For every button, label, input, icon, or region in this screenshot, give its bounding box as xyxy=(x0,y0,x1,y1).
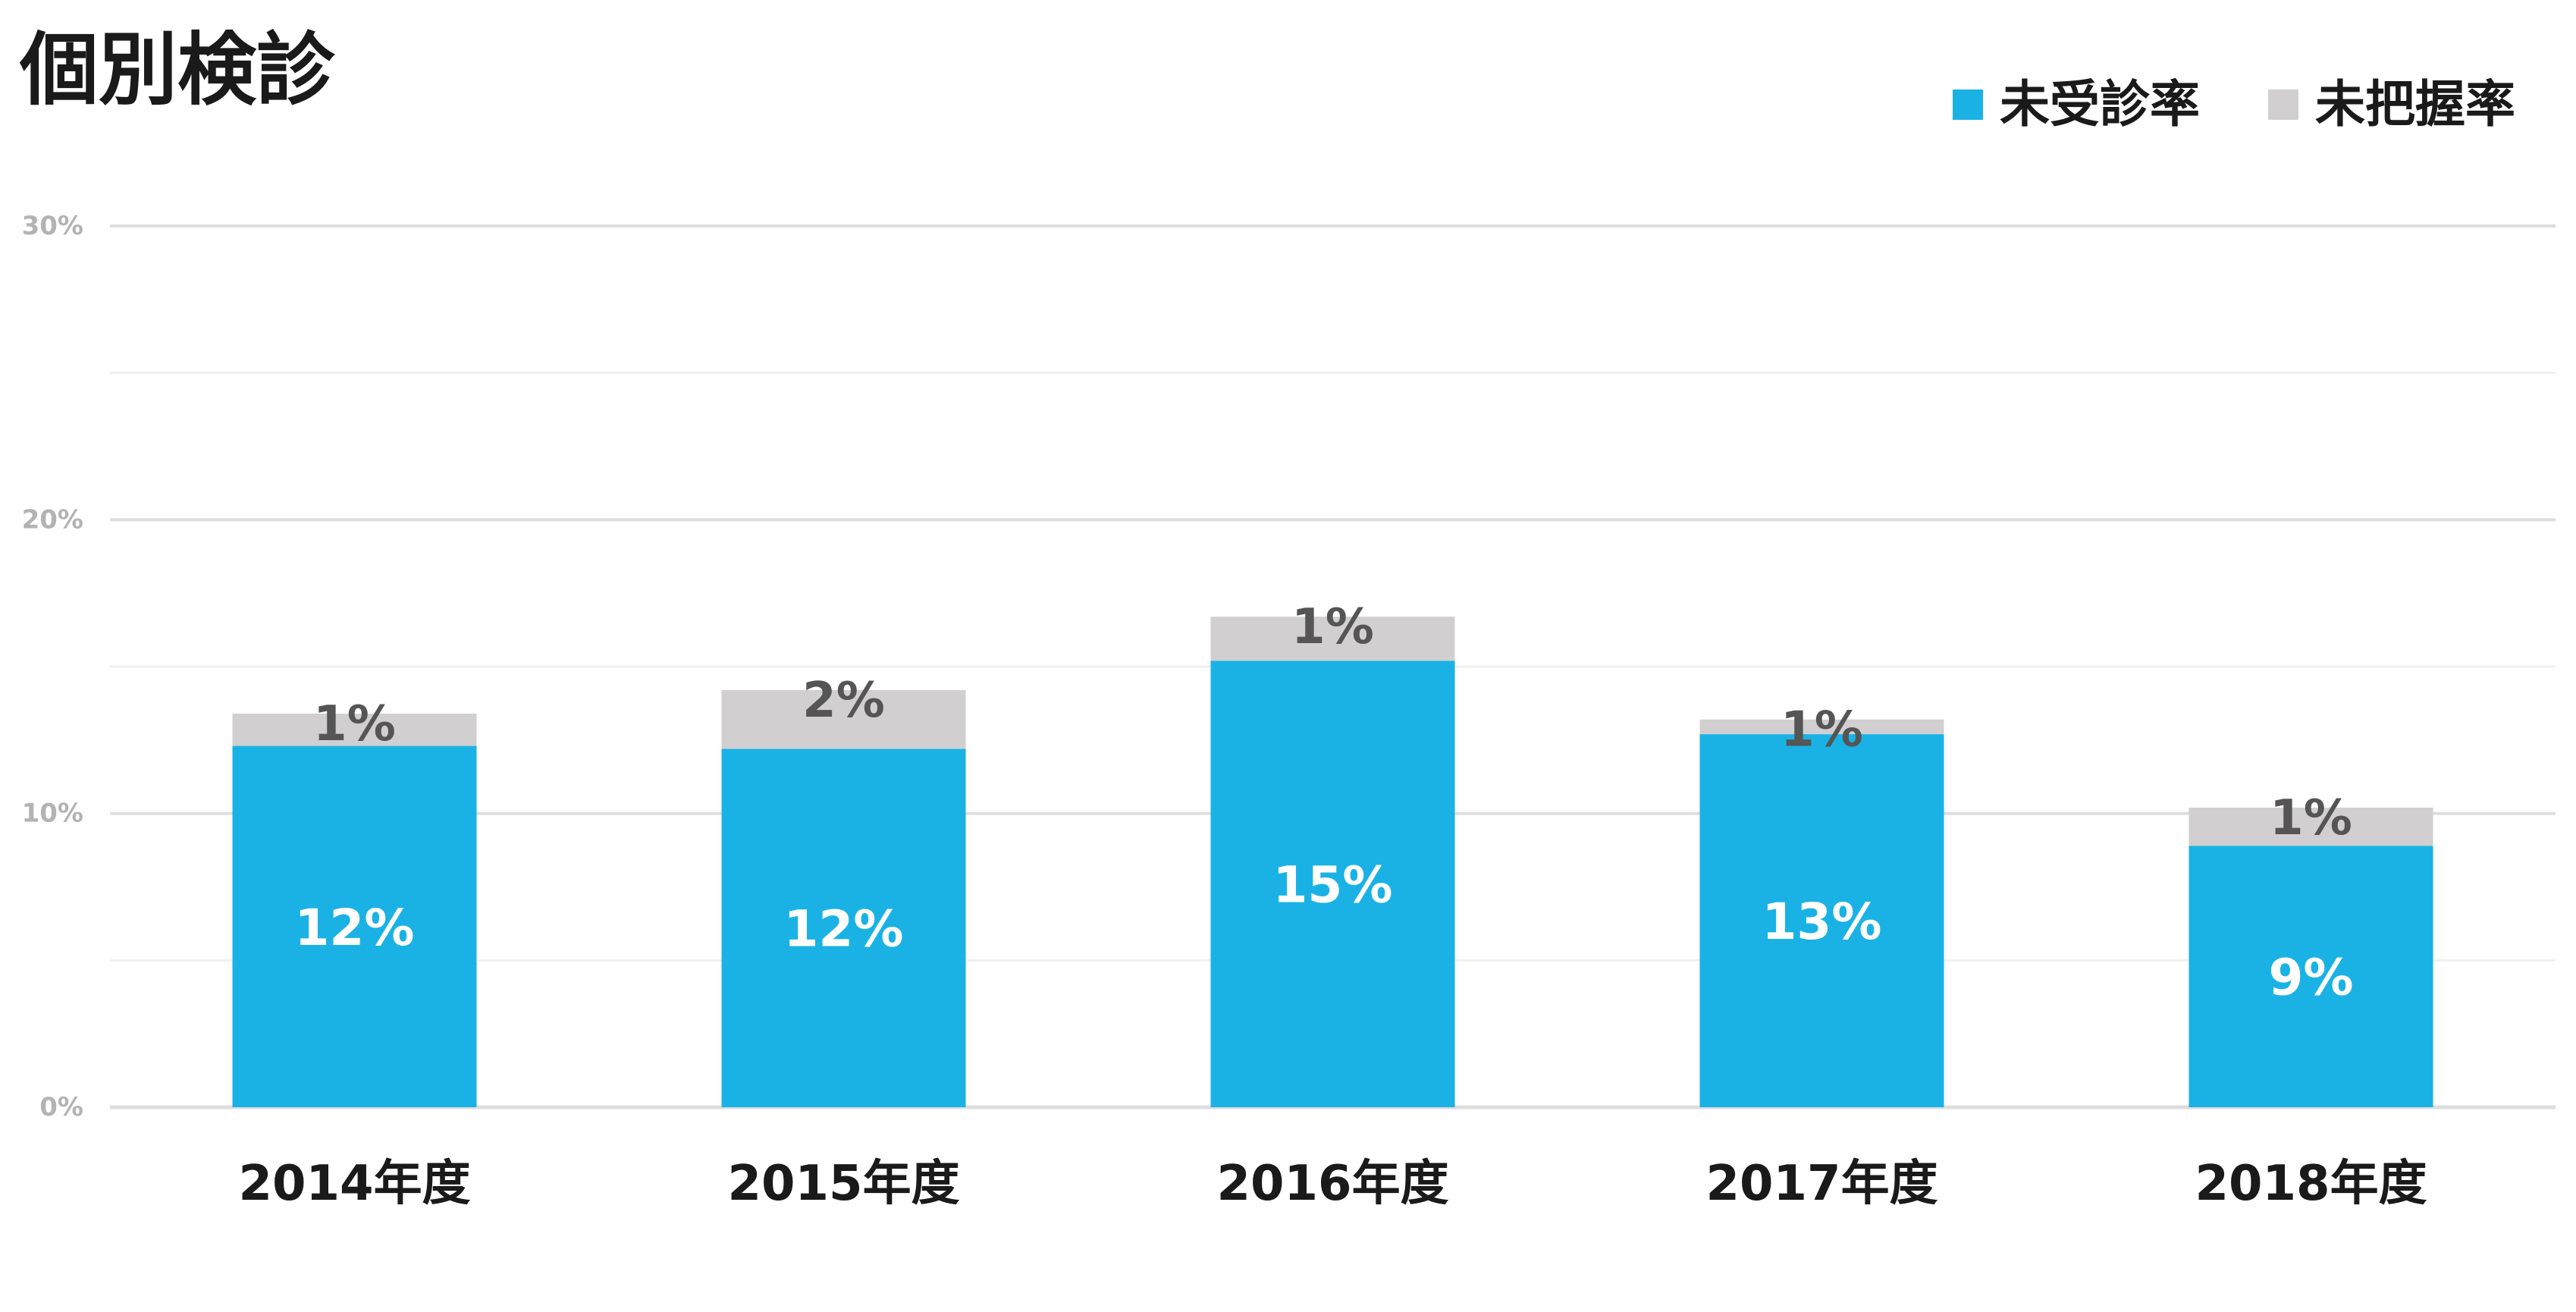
bar-label-unknown: 2% xyxy=(802,673,885,729)
bar-label-unknown: 1% xyxy=(1781,702,1863,758)
bar-label-unexamined: 9% xyxy=(2268,949,2353,1007)
y-tick-label: 0% xyxy=(39,1092,83,1122)
bar-label-unexamined: 12% xyxy=(784,900,904,959)
bar-label-unexamined: 15% xyxy=(1273,856,1393,915)
bar-label-unknown: 1% xyxy=(1291,599,1374,655)
x-category-label: 2017年度 xyxy=(1705,1156,1937,1212)
bar-label-unknown: 1% xyxy=(313,696,396,752)
bar-unknown xyxy=(2189,807,2433,846)
x-category-label: 2014年度 xyxy=(238,1156,470,1212)
x-category-label: 2016年度 xyxy=(1216,1156,1448,1212)
bar-unknown xyxy=(1699,719,1944,735)
bar-unexamined xyxy=(2189,846,2433,1107)
legend-item-unknown: 未把握率 xyxy=(2268,80,2515,130)
legend-label-unknown: 未把握率 xyxy=(2315,75,2515,133)
x-category-label: 2018年度 xyxy=(2195,1156,2427,1212)
legend-swatch-unexamined xyxy=(1953,89,1983,120)
legend-item-unexamined: 未受診率 xyxy=(1953,80,2200,130)
bar-unexamined xyxy=(1210,661,1455,1107)
legend-label-unexamined: 未受診率 xyxy=(2000,75,2200,133)
y-tick-label: 20% xyxy=(22,504,83,535)
bar-unknown xyxy=(721,689,966,749)
bar-unexamined xyxy=(1699,734,1944,1107)
bar-label-unexamined: 12% xyxy=(295,899,415,957)
bar-unexamined xyxy=(232,745,477,1107)
bar-unknown xyxy=(1210,617,1455,661)
bar-label-unknown: 1% xyxy=(2270,790,2352,846)
y-tick-label: 10% xyxy=(22,799,83,829)
bar-unknown xyxy=(232,713,477,746)
chart-title: 個別検診 xyxy=(20,24,336,116)
bar-unexamined xyxy=(721,749,966,1107)
y-tick-label: 30% xyxy=(22,211,83,241)
legend: 未受診率 未把握率 xyxy=(1953,80,2515,130)
x-category-label: 2015年度 xyxy=(727,1156,959,1212)
bar-label-unexamined: 13% xyxy=(1762,893,1882,951)
legend-swatch-unknown xyxy=(2268,89,2298,120)
